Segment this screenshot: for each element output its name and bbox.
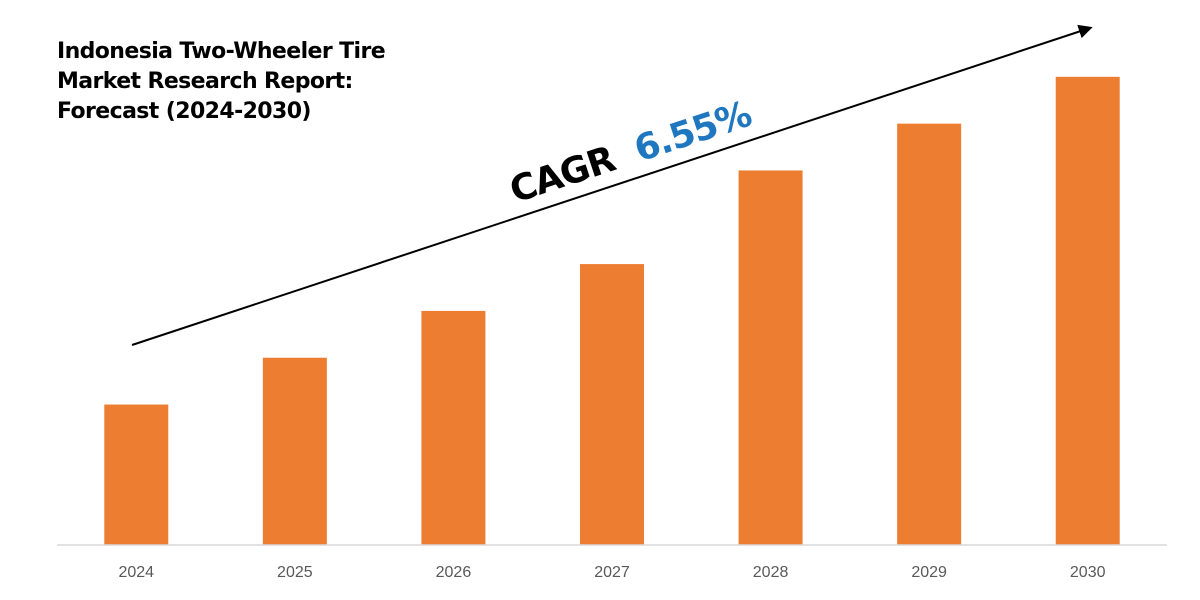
chart-title: Indonesia Two-Wheeler Tire Market Resear… [57, 37, 437, 127]
cagr-prefix: CAGR [505, 139, 620, 212]
x-tick-label: 2025 [277, 564, 313, 581]
title-line-3: Forecast (2024-2030) [57, 99, 311, 124]
bar-2028 [738, 170, 803, 546]
x-tick-label: 2027 [594, 564, 630, 581]
bar-2025 [262, 357, 327, 545]
bar-2030 [1055, 76, 1120, 546]
x-tick-label: 2026 [436, 564, 472, 581]
growth-trend-arrow [131, 24, 1093, 346]
x-tick-label: 2028 [753, 564, 789, 581]
bar-2026 [421, 310, 486, 545]
bars-layer [104, 76, 1120, 546]
x-tick-label: 2024 [118, 564, 154, 581]
title-line-1: Indonesia Two-Wheeler Tire [57, 39, 386, 64]
bar-2029 [897, 123, 962, 546]
x-tick-label: 2029 [911, 564, 947, 581]
x-tick-labels: 2024 2025 2026 2027 2028 2029 2030 [118, 564, 1105, 581]
bar-2027 [580, 264, 644, 545]
bar-2024 [104, 404, 169, 545]
cagr-annotation: CAGR 6.55% [505, 94, 756, 212]
x-tick-label: 2030 [1070, 564, 1106, 581]
title-line-2: Market Research Report: [57, 69, 353, 94]
